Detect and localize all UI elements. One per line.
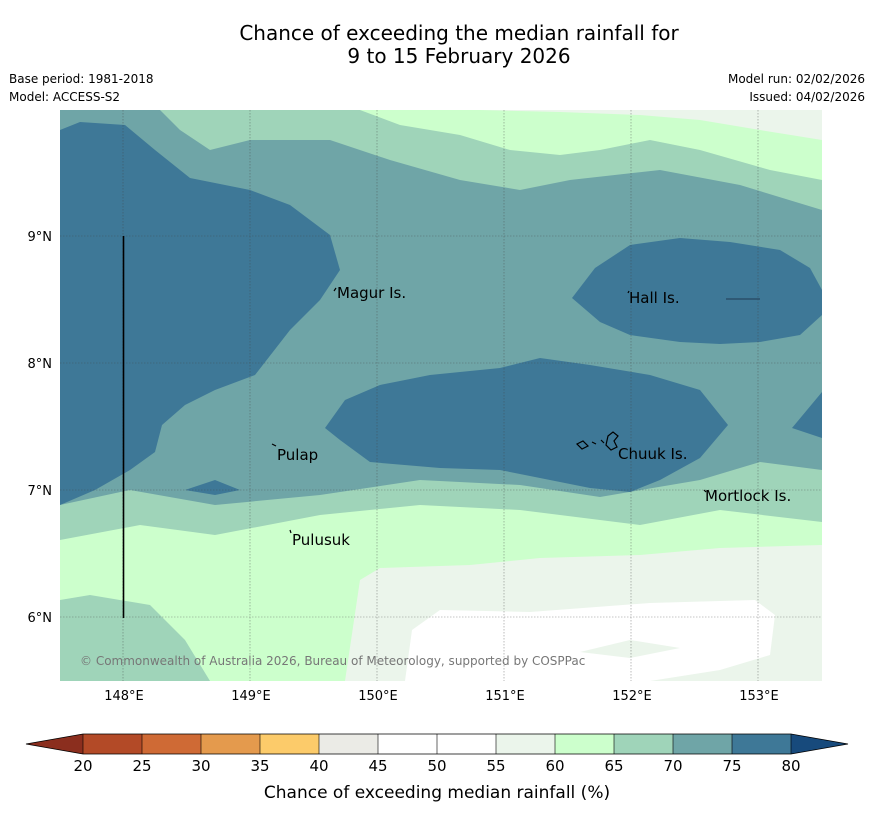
colorbar-tick: 60 <box>545 757 564 775</box>
meta-right: Model run: 02/02/2026 Issued: 04/02/2026 <box>728 70 865 106</box>
mortlock-island-shape <box>703 489 707 493</box>
colorbar-tick: 45 <box>368 757 387 775</box>
colorbar-tick: 50 <box>427 757 446 775</box>
colorbar-bin-35-40 <box>260 734 319 754</box>
lon-label-149: 149°E <box>231 689 271 704</box>
colorbar-tick: 80 <box>781 757 800 775</box>
colorbar-ticks: 20 25 30 35 40 45 50 55 60 65 70 75 80 <box>73 757 800 775</box>
island-label-pulap: Pulap <box>277 446 318 464</box>
lat-axis: 9°N 8°N 7°N 6°N <box>28 230 53 626</box>
island-label-magur: Magur Is. <box>337 284 406 302</box>
contour-fill-75-80-east <box>572 238 822 344</box>
colorbar-bin-30-35 <box>201 734 260 754</box>
copyright-text: © Commonwealth of Australia 2026, Bureau… <box>80 654 585 668</box>
colorbar-bin-70-75 <box>673 734 732 754</box>
colorbar-dividers <box>82 734 792 754</box>
model-run: Model run: 02/02/2026 <box>727 72 865 86</box>
pulap-island-shape <box>271 443 277 447</box>
colorbar-tick: 40 <box>309 757 328 775</box>
island-label-hall: Hall Is. <box>629 289 680 307</box>
colorbar-bin-65-70 <box>614 734 673 754</box>
contour-fill-75-80-west-small <box>185 480 240 495</box>
lon-label-148: 148°E <box>104 689 144 704</box>
title-line-2: 9 to 15 February 2026 <box>347 44 571 68</box>
colorbar-tick: 30 <box>191 757 210 775</box>
contour-fill-60-65-north <box>360 110 822 180</box>
island-label-pulusuk: Pulusuk <box>292 531 350 549</box>
island-shapes <box>271 287 707 534</box>
colorbar-bin-20-25 <box>83 734 142 754</box>
contour-fill-55-60-north <box>480 110 822 140</box>
lat-label-7: 7°N <box>28 484 53 499</box>
chuuk-lagoon-shape <box>575 431 619 451</box>
lat-label-6: 6°N <box>28 611 53 626</box>
island-label-mortlock: Mortlock Is. <box>705 487 791 505</box>
colorbar-bin-45-50 <box>378 734 437 754</box>
colorbar-tick: 75 <box>722 757 741 775</box>
contour-fill-75-80-se <box>792 392 822 438</box>
colorbar-label: Chance of exceeding median rainfall (%) <box>264 783 610 803</box>
colorbar-tick: 35 <box>250 757 269 775</box>
grid-lines <box>60 110 822 681</box>
contour-fill-60-65-hook <box>78 560 345 681</box>
hall-island-shape <box>627 290 630 294</box>
pulusuk-island-shape <box>289 529 292 534</box>
contour-fill-75-80-west <box>60 122 340 505</box>
colorbar-arrow-low <box>26 734 83 754</box>
colorbar-tick: 70 <box>663 757 682 775</box>
issued-date: Issued: 04/02/2026 <box>749 90 865 104</box>
colorbar-bin-40-45 <box>319 734 378 754</box>
island-labels: Magur Is. Hall Is. Pulap Chuuk Is. Mortl… <box>277 284 791 549</box>
title-line-1: Chance of exceeding the median rainfall … <box>239 21 679 45</box>
lon-label-150: 150°E <box>358 689 398 704</box>
lat-label-8: 8°N <box>28 357 53 372</box>
contour-fill-55-60-inner <box>580 640 680 658</box>
meta-left: Base period: 1981-2018 Model: ACCESS-S2 <box>9 70 154 106</box>
lat-label-9: 9°N <box>28 230 53 245</box>
magur-island-shape <box>333 287 337 292</box>
contour-fill-65-70-sw <box>60 595 210 681</box>
contour-map: Magur Is. Hall Is. Pulap Chuuk Is. Mortl… <box>60 110 822 681</box>
map-title: Chance of exceeding the median rainfall … <box>0 22 873 68</box>
colorbar-bin-75-80 <box>732 734 791 754</box>
model-name: Model: ACCESS-S2 <box>9 90 121 104</box>
lon-label-152: 152°E <box>612 689 652 704</box>
colorbar-bin-55-60 <box>496 734 555 754</box>
colorbar-tick: 55 <box>486 757 505 775</box>
contour-fill-45-55 <box>405 600 775 681</box>
contour-fill-75-80-central <box>325 358 728 492</box>
lon-label-151: 151°E <box>485 689 525 704</box>
colorbar-tick: 65 <box>604 757 623 775</box>
colorbar-arrow-high <box>791 734 848 754</box>
island-label-chuuk: Chuuk Is. <box>618 445 687 463</box>
colorbar-bin-50-55 <box>437 734 496 754</box>
lon-axis: 148°E 149°E 150°E 151°E 152°E 153°E <box>104 689 779 704</box>
colorbar-tick: 20 <box>73 757 92 775</box>
colorbar-bin-60-65 <box>555 734 614 754</box>
colorbar: 20 25 30 35 40 45 50 55 60 65 70 75 80 C… <box>25 733 849 803</box>
lon-label-153: 153°E <box>739 689 779 704</box>
colorbar-bin-25-30 <box>142 734 201 754</box>
base-period: Base period: 1981-2018 <box>9 72 154 86</box>
colorbar-tick: 25 <box>132 757 151 775</box>
